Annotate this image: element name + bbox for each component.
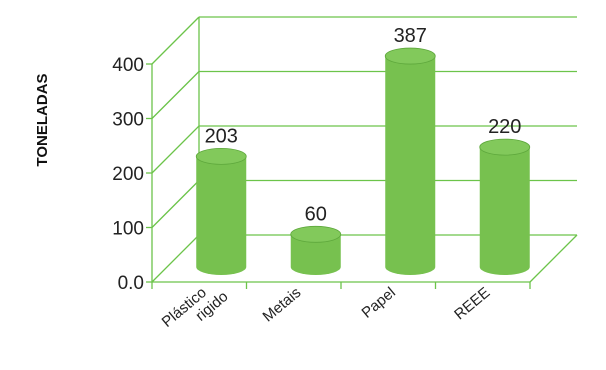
grid-diagonal	[151, 125, 200, 174]
bar-2	[290, 234, 341, 275]
y-tick-label: 400	[112, 55, 144, 76]
grid-diagonal	[151, 16, 200, 65]
grid-diagonal	[151, 180, 200, 228]
data-label-2: 60	[305, 203, 327, 225]
bar-top-1	[195, 147, 247, 165]
y-axis-title: TONELADAS	[34, 73, 51, 166]
x-tick-label-1: Plásticorigido	[159, 275, 232, 344]
grid-diagonal	[151, 234, 200, 283]
x-tick-label-2: Metais	[260, 284, 305, 325]
y-tick-label: 200	[112, 164, 144, 185]
bar-1	[196, 156, 247, 275]
x-tick-label-3: Papel	[358, 284, 398, 322]
x-tick-label-4: REEE	[451, 284, 493, 323]
y-tick-label: 0.0	[118, 273, 144, 294]
data-label-4: 220	[488, 116, 521, 138]
y-tick-label: 100	[112, 219, 144, 240]
bar-top-2	[290, 225, 342, 243]
data-label-1: 203	[205, 125, 238, 147]
bar-top-3	[384, 47, 436, 65]
grid-diagonal	[151, 71, 200, 119]
bar-4	[479, 147, 530, 275]
data-label-3: 387	[394, 25, 427, 47]
y-tick-label: 300	[112, 110, 144, 131]
bar-3	[385, 56, 436, 276]
bar-top-4	[479, 138, 531, 156]
floor-right-edge	[529, 234, 578, 283]
